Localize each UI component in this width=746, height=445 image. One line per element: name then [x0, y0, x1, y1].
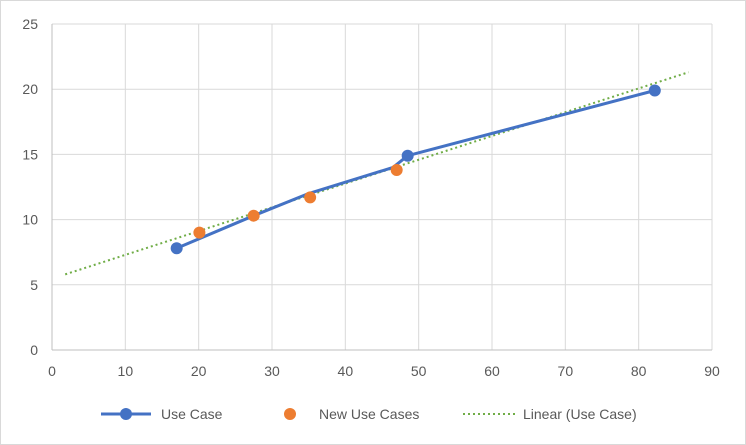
gridlines — [52, 23, 713, 350]
x-tick-label-7: 70 — [558, 363, 574, 379]
x-tick-label-8: 80 — [631, 363, 647, 379]
legend-swatch-marker — [120, 408, 132, 420]
x-tick-label-5: 50 — [411, 363, 427, 379]
legend-label: New Use Cases — [319, 406, 419, 422]
legend-label: Linear (Use Case) — [523, 406, 637, 422]
y-tick-label-2: 10 — [22, 212, 38, 228]
new-use-case-point-2 — [304, 191, 317, 204]
x-tick-label-6: 60 — [484, 363, 500, 379]
legend-item-1: New Use Cases — [284, 406, 419, 422]
trendline-linear-use-case — [64, 71, 689, 276]
new-use-case-point-0 — [193, 226, 206, 239]
legend-label: Use Case — [161, 406, 223, 422]
x-tick-label-3: 30 — [264, 363, 280, 379]
legend: Use Case New Use Cases Linear (Use Case) — [101, 406, 637, 422]
legend-item-0: Use Case — [101, 406, 223, 422]
series-layer — [170, 84, 661, 255]
trendline-layer — [64, 71, 689, 276]
x-tick-label-2: 20 — [191, 363, 207, 379]
x-tick-label-9: 90 — [704, 363, 720, 379]
new-use-case-point-1 — [247, 209, 260, 222]
new-use-case-point-3 — [390, 164, 403, 177]
use-case-point-0 — [170, 242, 183, 255]
series-line-use-case — [176, 89, 656, 250]
y-tick-label-0: 0 — [30, 342, 38, 358]
use-case-point-4 — [401, 149, 414, 162]
x-tick-label-0: 0 — [48, 363, 56, 379]
legend-item-2: Linear (Use Case) — [463, 406, 637, 422]
x-tick-label-4: 40 — [338, 363, 354, 379]
y-tick-label-5: 25 — [22, 16, 38, 32]
y-axis-tick-labels: 0 5 10 15 20 25 — [22, 16, 38, 358]
use-case-point-5 — [648, 84, 661, 97]
x-tick-label-1: 10 — [118, 363, 134, 379]
y-tick-label-4: 20 — [22, 81, 38, 97]
x-axis-tick-labels: 0 10 20 30 40 50 60 70 80 90 — [48, 363, 720, 379]
y-tick-label-3: 15 — [22, 146, 38, 162]
axes — [51, 24, 712, 351]
legend-swatch-marker — [284, 408, 296, 420]
y-tick-label-1: 5 — [30, 277, 38, 293]
